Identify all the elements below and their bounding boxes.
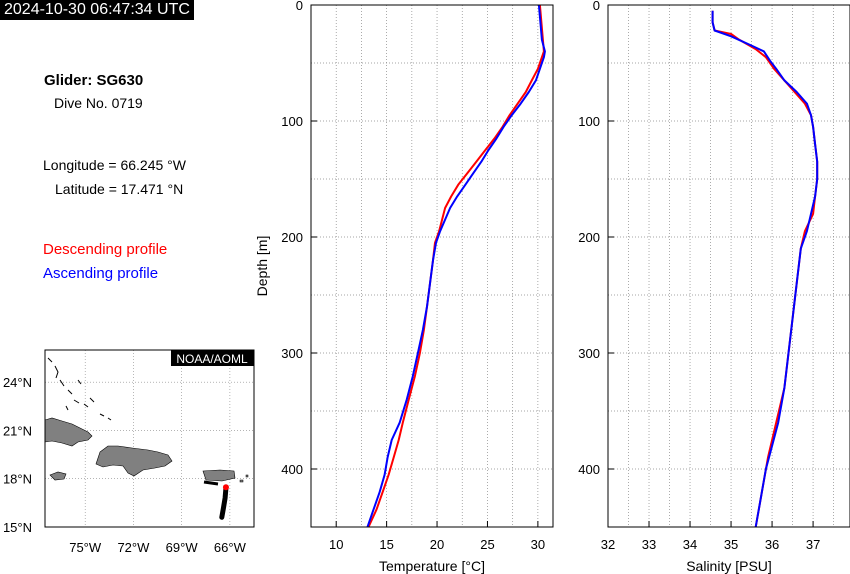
longitude-readout: Longitude = 66.245 °W [43,157,186,173]
temperature-lines [366,5,546,527]
latitude-readout: Latitude = 17.471 °N [55,181,184,197]
salinity-grid [608,5,850,527]
x-tick-label: 37 [806,537,820,552]
x-tick-label: 20 [430,537,444,552]
virgin-islands-shape [239,479,244,483]
map-land [45,357,249,483]
series-line [711,10,819,527]
map-lat-label: 18°N [3,472,32,487]
jamaica-shape [49,471,67,481]
series-line [367,5,545,527]
y-tick-label: 0 [593,0,600,13]
virgin-islands-shape [245,474,249,478]
map-badge: NOAA/AOML [176,352,248,366]
y-tick-label: 300 [578,346,600,361]
salinity-ticks: 32 33 34 35 36 37 0 100 200 300 400 [578,0,820,552]
x-tick-label: 25 [480,537,494,552]
y-tick-label: 0 [296,0,303,13]
salinity-xlabel: Salinity [PSU] [686,558,772,574]
map-lat-label: 21°N [3,423,32,438]
x-tick-label: 30 [531,537,545,552]
legend-descending: Descending profile [43,241,168,258]
map-inset: NOAA/AOML 75°W 72°W 69°W 66°W 24°N 21°N 18°N 15… [3,349,255,555]
map-lon-label: 72°W [117,540,150,555]
map-lat-label: 24°N [3,375,32,390]
glider-name: Glider: SG630 [44,72,144,89]
map-lat-label: 15°N [3,520,32,535]
x-tick-label: 35 [724,537,738,552]
timestamp-label: 2024-10-30 06:47:34 UTC [0,0,194,20]
y-tick-label: 100 [281,114,303,129]
glider-track-line [203,480,219,486]
temperature-grid [311,5,553,527]
y-tick-label: 300 [281,346,303,361]
y-tick-label: 400 [281,462,303,477]
series-line [711,10,819,527]
map-lon-label: 75°W [69,540,102,555]
x-tick-label: 34 [683,537,697,552]
puerto-rico-shape [202,469,236,482]
glider-track-line [219,485,229,520]
depth-ylabel: Depth [m] [254,236,270,297]
map-lon-label: 69°W [166,540,199,555]
y-tick-label: 100 [578,114,600,129]
x-tick-label: 10 [329,537,343,552]
x-tick-label: 15 [379,537,393,552]
x-tick-label: 32 [601,537,615,552]
y-tick-label: 400 [578,462,600,477]
series-line [366,5,546,527]
y-tick-label: 200 [281,230,303,245]
temperature-frame [310,4,554,528]
salinity-lines [711,10,819,527]
temperature-xlabel: Temperature [°C] [379,558,485,574]
map-frame [44,349,255,528]
map-badge-background [171,350,254,366]
map-lon-label: 66°W [214,540,247,555]
glider-track [203,480,229,520]
glider-position-marker [222,484,229,491]
y-tick-label: 200 [578,230,600,245]
hispaniola-shape [95,445,173,477]
bahamas-shape [47,357,112,421]
cuba-shape [45,417,93,447]
legend-ascending: Ascending profile [43,265,159,282]
x-tick-label: 33 [642,537,656,552]
salinity-frame [607,4,850,528]
dive-number: Dive No. 0719 [54,95,143,111]
x-tick-label: 36 [765,537,779,552]
map-ticks: 75°W 72°W 69°W 66°W 24°N 21°N 18°N 15°N [3,375,247,555]
